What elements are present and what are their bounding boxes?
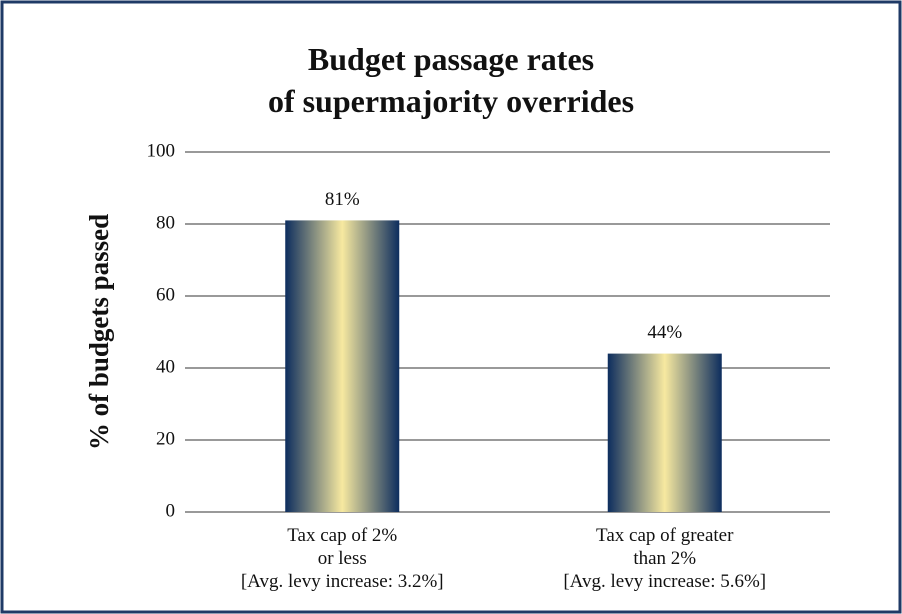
y-tick-label: 40	[156, 356, 175, 377]
chart-title: Budget passage rates of supermajority ov…	[267, 41, 635, 119]
y-axis-label: % of budgets passed	[84, 214, 114, 450]
y-tick-label: 100	[147, 140, 176, 161]
bar	[607, 353, 722, 512]
y-tick-label: 20	[156, 428, 175, 449]
bar	[285, 220, 400, 512]
value-label: 44%	[647, 322, 682, 343]
y-tick-label: 80	[156, 212, 175, 233]
x-tick-label: Tax cap of greater than 2% [Avg. levy in…	[563, 525, 767, 592]
x-tick-label: Tax cap of 2% or less [Avg. levy increas…	[240, 525, 444, 592]
y-tick-label: 60	[156, 284, 175, 305]
value-label: 81%	[325, 189, 360, 210]
y-tick-label: 0	[166, 500, 176, 521]
